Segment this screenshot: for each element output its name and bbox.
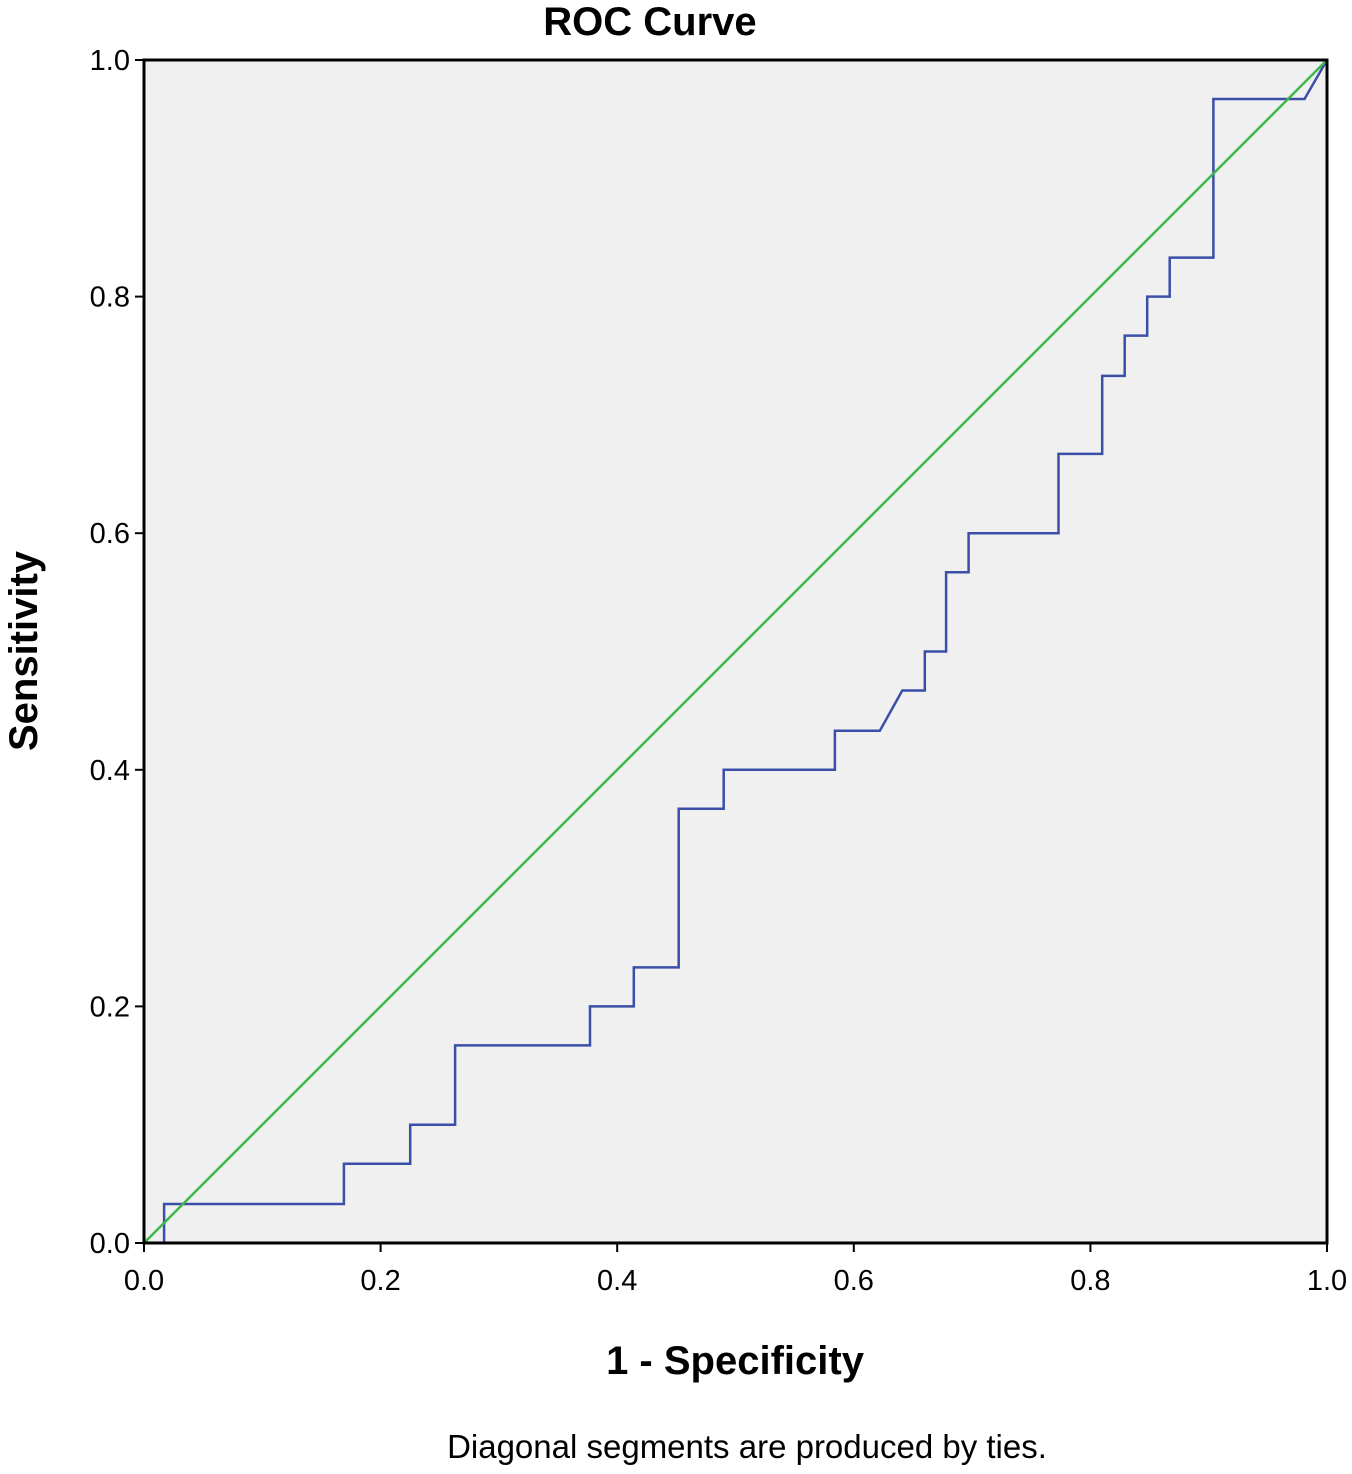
x-axis-label: 1 - Specificity [606,1339,865,1383]
x-axis-ticks: 0.0 0.2 0.4 0.6 0.8 1.0 [124,1243,1347,1297]
plot-frame [142,58,1329,1245]
x-tick-label: 0.6 [834,1265,874,1297]
x-tick-label: 0.0 [124,1265,164,1297]
x-tick-label: 0.4 [597,1265,637,1297]
x-tick-label: 0.2 [360,1265,400,1297]
chart-title: ROC Curve [543,0,756,44]
y-tick-label: 0.6 [90,518,130,550]
series-layer [143,59,1329,1245]
y-tick-label: 1.0 [90,45,130,77]
x-tick-label: 1.0 [1307,1265,1347,1297]
reference-diagonal-line [143,59,1328,1244]
chart-footnote: Diagonal segments are produced by ties. [447,1428,1047,1465]
y-tick-label: 0.0 [90,1228,130,1260]
x-tick-label: 0.8 [1070,1265,1110,1297]
y-tick-label: 0.4 [90,755,130,787]
roc-curve-line [144,59,1329,1245]
y-axis-label: Sensitivity [2,550,46,751]
y-axis-ticks: 0.0 0.2 0.4 0.6 0.8 1.0 [90,45,144,1260]
y-tick-label: 0.8 [90,282,130,314]
y-tick-label: 0.2 [90,991,130,1023]
